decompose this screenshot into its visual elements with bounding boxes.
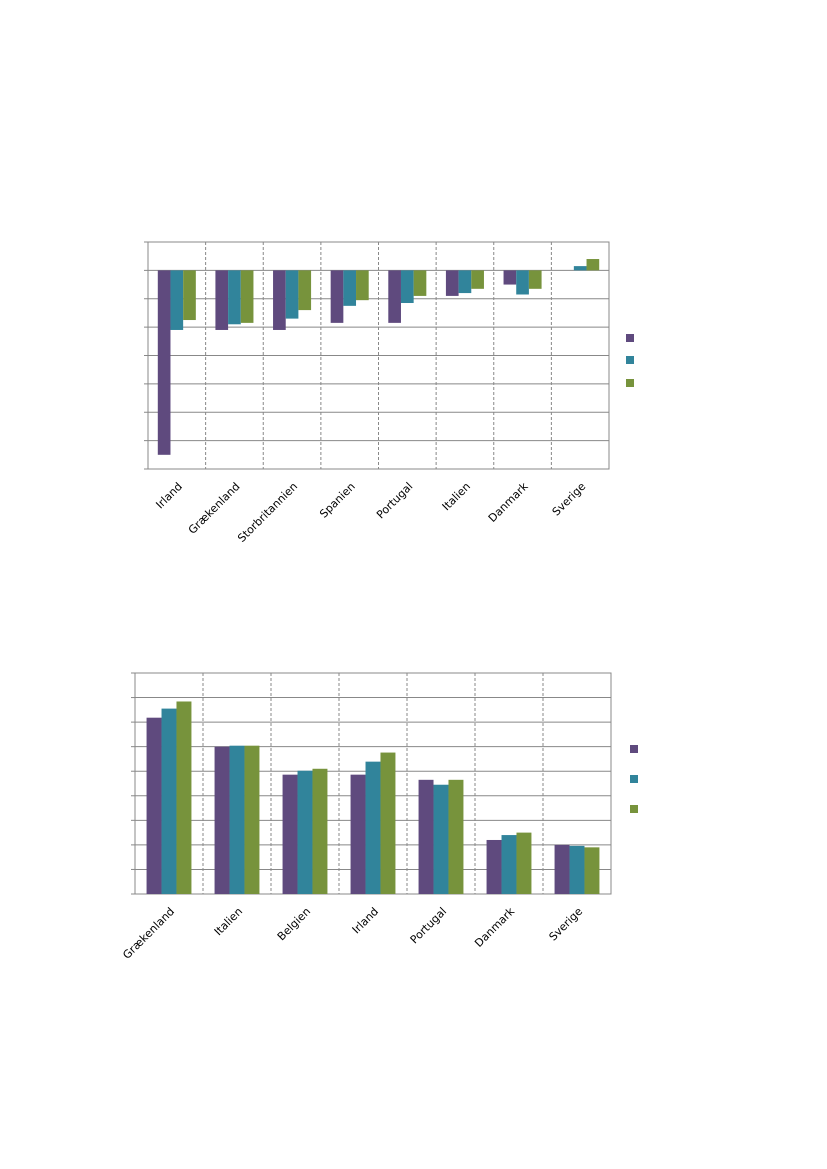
bar xyxy=(297,770,313,894)
x-tick-label: Danmark xyxy=(472,904,517,949)
bar xyxy=(285,270,299,319)
x-tick-label: Grækenland xyxy=(120,905,177,962)
x-tick-label: Irland xyxy=(153,480,184,511)
bar xyxy=(170,270,184,330)
bar xyxy=(228,270,241,325)
bar xyxy=(586,259,600,271)
x-tick-label: Sverige xyxy=(550,480,589,519)
bar xyxy=(330,270,344,323)
bar xyxy=(380,752,396,894)
bar xyxy=(350,774,366,894)
x-tick-label: Portugal xyxy=(408,905,449,946)
x-tick-label: Italien xyxy=(212,905,245,938)
x-tick-label: Irland xyxy=(350,905,381,936)
plot-border xyxy=(147,241,610,470)
x-tick-label: Danmark xyxy=(486,479,531,524)
bar xyxy=(458,270,472,294)
bar xyxy=(528,270,542,289)
legend-marker xyxy=(626,334,634,342)
bar xyxy=(273,270,286,330)
bar xyxy=(215,270,229,330)
legend-marker xyxy=(630,775,638,783)
bar xyxy=(356,270,369,301)
bar xyxy=(183,270,196,321)
bar xyxy=(388,270,401,323)
legend-marker xyxy=(626,356,634,364)
bar xyxy=(312,768,328,894)
bar xyxy=(471,270,484,289)
bar xyxy=(433,784,449,894)
bar xyxy=(343,270,357,306)
x-tick-label: Belgien xyxy=(275,905,313,943)
bar xyxy=(418,779,434,894)
bar xyxy=(516,270,529,295)
bar xyxy=(240,270,254,323)
bar xyxy=(486,839,502,894)
bar xyxy=(501,835,517,894)
bar xyxy=(554,844,570,894)
bar xyxy=(244,745,260,894)
bar xyxy=(569,845,585,894)
x-tick-label: Storbritannien xyxy=(235,480,300,545)
bar xyxy=(516,832,532,894)
legend-marker xyxy=(630,805,638,813)
legend-marker xyxy=(626,379,634,387)
x-tick-label: Spanien xyxy=(317,480,358,521)
bar xyxy=(445,270,459,296)
x-tick-label: Portugal xyxy=(374,480,415,521)
bar xyxy=(282,774,298,894)
bar xyxy=(161,708,177,894)
bar xyxy=(214,746,230,894)
bar xyxy=(229,745,245,894)
bar xyxy=(146,717,162,894)
x-tick-label: Italien xyxy=(440,480,473,513)
bar xyxy=(584,847,600,894)
bar xyxy=(365,761,381,894)
x-tick-label: Sverige xyxy=(547,905,586,944)
bar xyxy=(573,266,587,271)
bar xyxy=(298,270,312,311)
bar xyxy=(176,701,192,894)
legend-marker xyxy=(630,745,638,753)
bar xyxy=(503,270,517,285)
bar xyxy=(400,270,414,304)
x-tick-label: Grækenland xyxy=(186,480,243,537)
bar xyxy=(448,779,464,894)
bar xyxy=(157,270,171,455)
bar xyxy=(413,270,427,296)
